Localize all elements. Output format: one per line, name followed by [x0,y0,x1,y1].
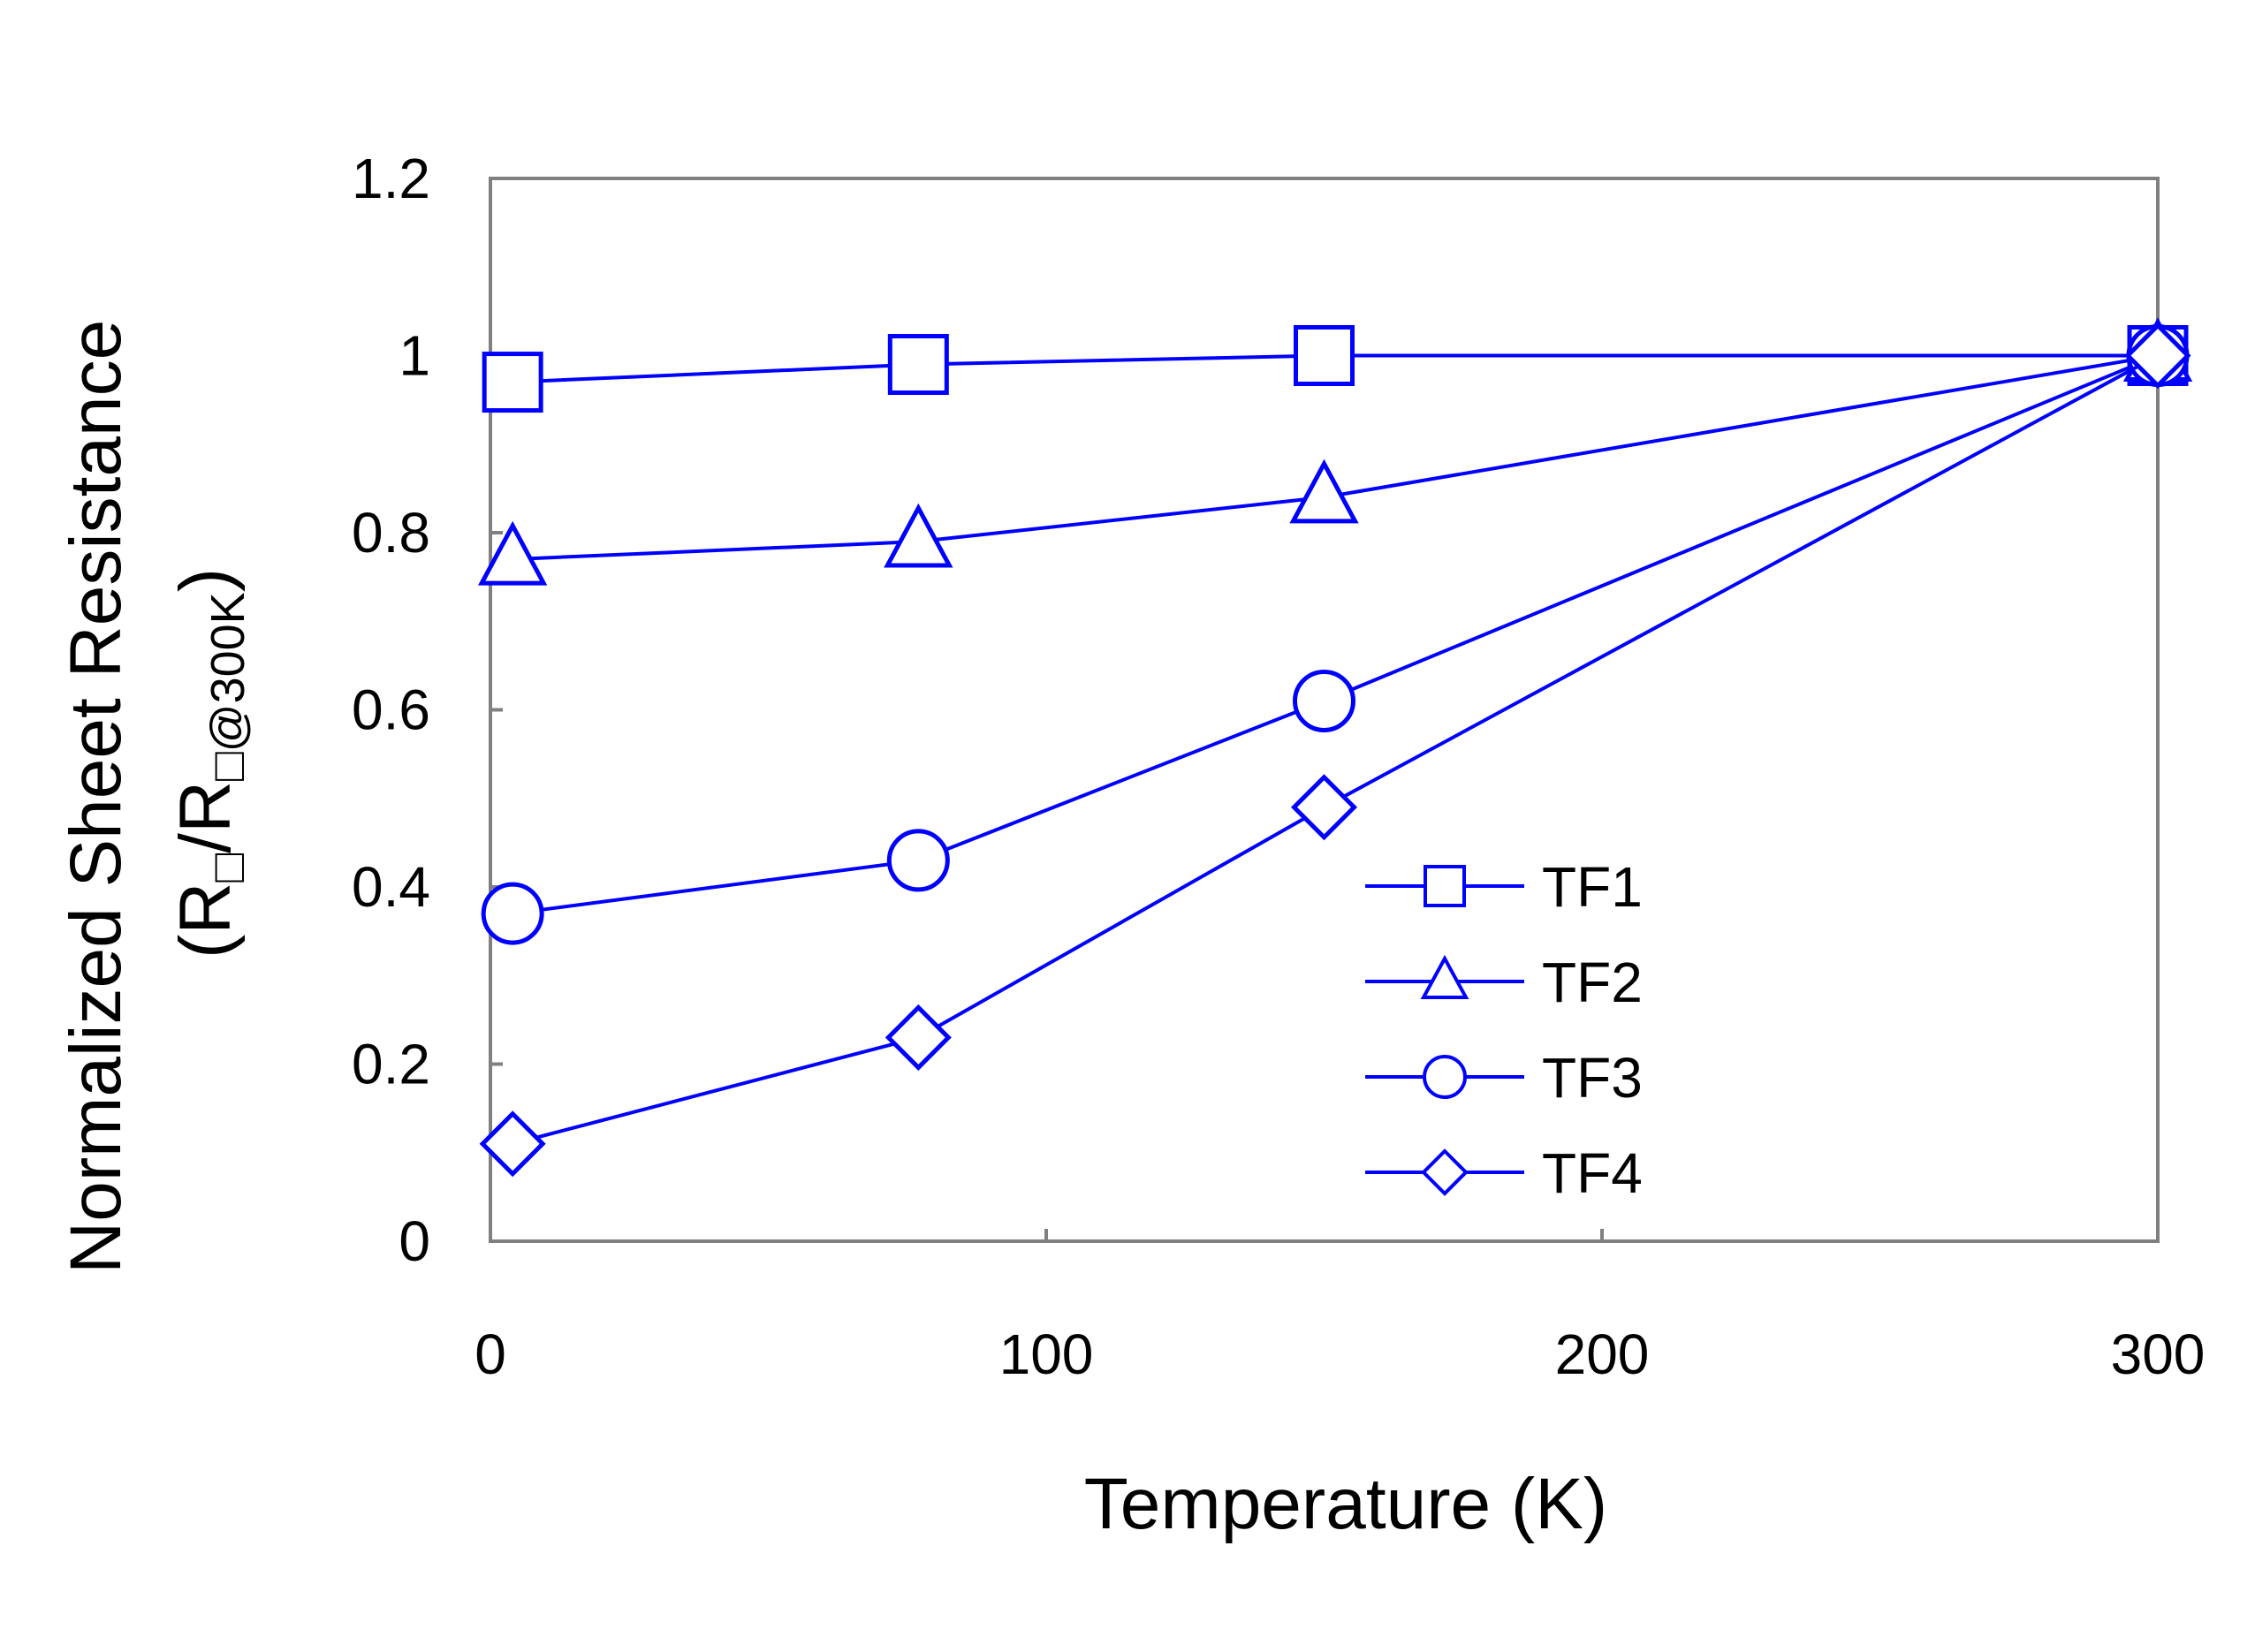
units-slash: /R [165,781,246,853]
y-tick-label: 1.2 [352,147,430,210]
data-point-tf3 [1293,669,1355,732]
data-point-tf1 [1294,325,1355,386]
data-point-tf4 [479,1110,546,1178]
x-tick-label: 100 [999,1322,1094,1386]
legend: TF1 TF2 TF3 TF4 [1365,855,1643,1205]
data-point-tf4 [885,1004,952,1071]
legend-label: TF4 [1542,1141,1643,1205]
x-axis: 0 100 200 300 [475,1229,2205,1386]
units-sub-1: □ [201,853,254,882]
legend-item-tf1: TF1 [1365,855,1643,919]
series-line-tf1 [512,353,2158,384]
units-close: ) [165,568,246,592]
x-axis-title: Temperature (K) [1084,1464,1607,1544]
legend-marker [1424,865,1466,907]
y-tick-label: 0.8 [352,501,430,565]
series-tf4 [479,322,2191,1178]
y-tick-label: 0 [399,1209,430,1273]
x-tick-label: 300 [2111,1322,2206,1386]
data-point-tf3 [481,882,544,945]
y-axis-title: Normalized Sheet Resistance [56,320,136,1274]
legend-marker [1423,1055,1467,1099]
legend-item-tf2: TF2 [1365,951,1643,1014]
data-point-tf2 [1289,458,1359,524]
units-sub-2: □@300K [201,592,254,781]
y-tick-label: 0.6 [352,678,430,742]
legend-label: TF1 [1542,855,1643,919]
x-tick-label: 0 [475,1322,506,1386]
series-line-tf3 [512,353,2159,916]
series-layer [477,317,2193,1178]
data-point-tf2 [884,503,953,568]
x-tick-label: 200 [1555,1322,1650,1386]
y-axis-title-line1: Normalized Sheet Resistance [56,320,136,1274]
legend-label: TF2 [1542,951,1643,1014]
data-point-tf3 [886,829,950,892]
y-axis-title-units: (R□/R□@300K) [165,568,254,959]
units-open: (R [165,882,246,959]
series-line-tf4 [512,353,2159,1146]
data-point-tf1 [482,352,543,413]
legend-label: TF3 [1542,1046,1643,1110]
data-point-tf2 [477,520,548,586]
y-tick-label: 0.4 [352,855,430,919]
legend-marker [1420,954,1469,999]
y-axis: 0 0.2 0.4 0.6 0.8 1 1.2 [352,147,503,1273]
data-point-tf1 [887,334,949,396]
legend-item-tf3: TF3 [1365,1046,1643,1110]
legend-item-tf4: TF4 [1365,1141,1643,1205]
series-line-tf2 [512,353,2159,562]
y-tick-label: 0.2 [352,1033,430,1096]
legend-marker [1421,1148,1469,1196]
data-point-tf4 [2124,322,2191,390]
y-axis-units-text: (R□/R□@300K) [165,568,254,959]
y-tick-label: 1 [399,324,430,388]
data-point-tf4 [1290,774,1358,841]
